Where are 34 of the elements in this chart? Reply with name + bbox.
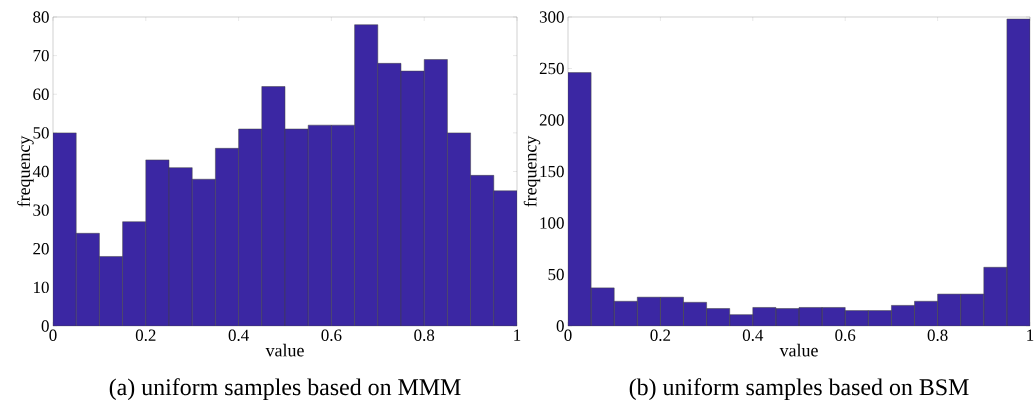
y-tick-label: 30	[33, 204, 49, 216]
y-tick-label: 70	[33, 49, 49, 62]
y-tick-label: 0	[556, 320, 564, 332]
x-axis-title: value	[265, 343, 304, 357]
y-tick-label: 200	[539, 114, 564, 126]
x-tick-label: 0	[564, 329, 572, 341]
x-tick-label: 0.8	[414, 329, 435, 342]
y-tick-label: 250	[539, 62, 564, 75]
y-axis-title: frequency	[523, 135, 541, 207]
y-tick-label: 40	[32, 165, 49, 178]
x-axis-title: value	[779, 343, 818, 357]
y-tick-label: 150	[540, 165, 564, 178]
text: (b) uniform samples based on BSM	[629, 378, 969, 401]
x-tick-label: 1	[1027, 329, 1034, 341]
y-tick-label: 10	[34, 281, 49, 294]
text: (a) uniform samples based on MMM	[109, 378, 461, 401]
x-tick-label: 0.4	[742, 329, 764, 342]
y-tick-label: 0	[41, 320, 49, 332]
x-tick-label: 0.4	[228, 329, 249, 342]
x-tick-label: 0	[49, 329, 57, 341]
x-tick-label: 1	[514, 329, 521, 341]
y-tick-label: 60	[33, 88, 49, 100]
y-tick-label: 50	[33, 127, 49, 139]
x-tick-label: 0.6	[835, 329, 856, 342]
x-tick-label: 0.2	[650, 329, 671, 342]
x-tick-label: 0.6	[321, 329, 342, 342]
x-tick-label: 0.2	[135, 329, 156, 342]
y-tick-label: 300	[539, 11, 564, 23]
x-tick-label: 0.8	[927, 329, 948, 342]
y-tick-label: 50	[548, 268, 564, 281]
y-tick-label: 20	[33, 243, 49, 255]
y-axis-title: frequency	[17, 135, 34, 207]
y-tick-label: 100	[540, 217, 564, 229]
y-tick-label: 80	[33, 11, 49, 23]
